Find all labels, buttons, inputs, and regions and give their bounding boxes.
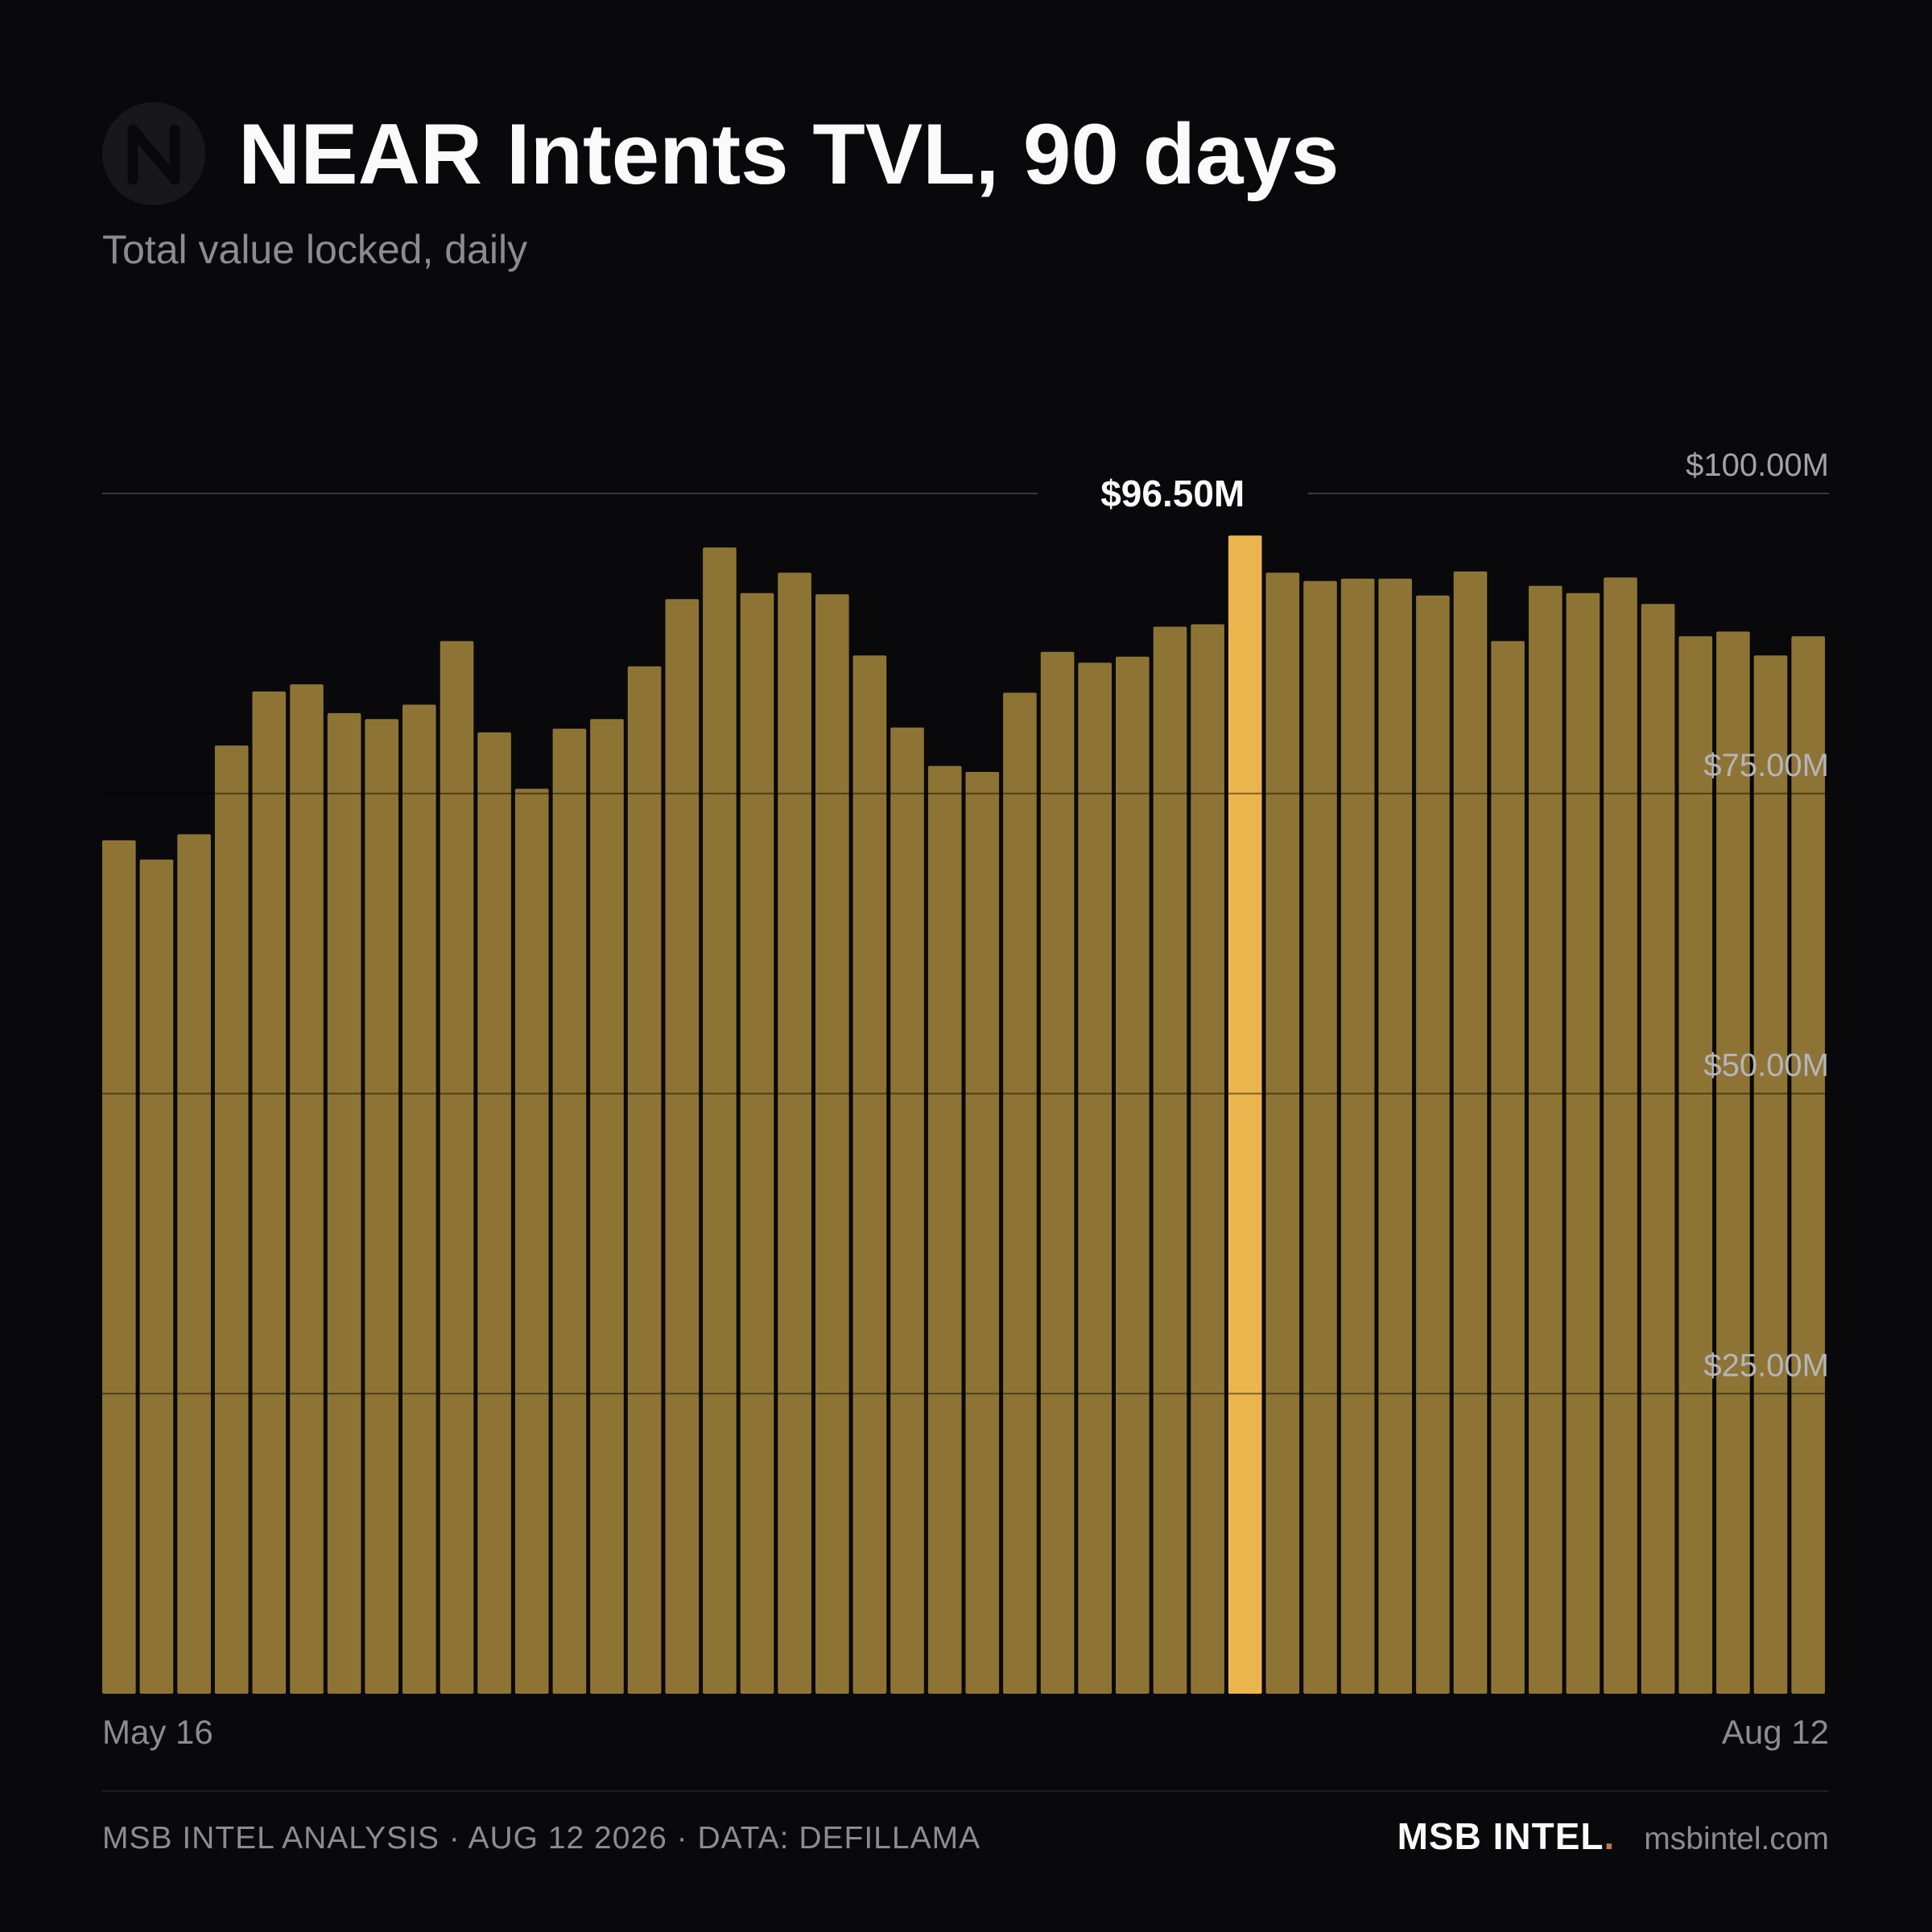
y-tick-label: $75.00M xyxy=(1703,748,1829,783)
bar xyxy=(1191,624,1224,1694)
brand-dot: . xyxy=(1604,1815,1616,1857)
bar xyxy=(402,704,436,1694)
bar xyxy=(139,859,174,1694)
bar xyxy=(590,719,624,1694)
bar xyxy=(778,572,811,1694)
bar xyxy=(1753,655,1788,1694)
brand-name: MSB INTEL xyxy=(1397,1815,1604,1857)
bar xyxy=(740,592,774,1694)
bar-highlight xyxy=(1228,535,1262,1695)
bar xyxy=(1604,577,1637,1694)
bar xyxy=(477,732,511,1695)
bar xyxy=(1791,636,1825,1694)
bar xyxy=(177,834,211,1694)
near-logo-icon xyxy=(102,102,205,205)
y-tick-label: $50.00M xyxy=(1703,1048,1829,1084)
bar xyxy=(965,771,1000,1694)
bar xyxy=(1641,604,1675,1695)
bar xyxy=(290,684,324,1694)
peak-value-label: $96.50M xyxy=(1100,473,1245,514)
x-tick-label-end: Aug 12 xyxy=(1722,1713,1829,1751)
bar xyxy=(1529,585,1563,1694)
footer-divider xyxy=(102,1790,1829,1792)
footer-url[interactable]: msbintel.com xyxy=(1644,1822,1829,1856)
bar xyxy=(1566,592,1600,1694)
bar xyxy=(1153,626,1187,1694)
bar xyxy=(102,840,136,1694)
bar xyxy=(1078,663,1112,1695)
bar xyxy=(1303,580,1337,1694)
bar xyxy=(627,666,662,1695)
bar xyxy=(1378,578,1412,1694)
bar xyxy=(1491,641,1525,1694)
bar xyxy=(815,594,849,1695)
footer-brand-group: MSB INTEL. msbintel.com xyxy=(1397,1814,1829,1858)
bar xyxy=(1116,656,1150,1694)
page-subtitle: Total value locked, daily xyxy=(102,227,528,272)
bar xyxy=(1340,578,1375,1694)
bar xyxy=(890,727,924,1695)
bar xyxy=(365,719,398,1694)
bar-chart: $25.00M $50.00M $75.00M $100.00M $96.50M May … xyxy=(102,448,1829,1751)
bar xyxy=(1003,692,1037,1694)
bar xyxy=(852,655,887,1694)
bar xyxy=(440,641,474,1694)
bar xyxy=(252,691,287,1694)
bar xyxy=(703,547,737,1694)
y-tick-label: $25.00M xyxy=(1703,1348,1829,1383)
bar xyxy=(1265,572,1300,1694)
bar xyxy=(552,729,587,1695)
bar xyxy=(514,788,549,1694)
brand-logo: MSB INTEL. xyxy=(1397,1814,1616,1858)
bar xyxy=(665,599,700,1695)
bar xyxy=(1678,636,1713,1694)
bar xyxy=(1453,571,1488,1694)
x-tick-label-start: May 16 xyxy=(102,1713,213,1751)
bar xyxy=(1040,651,1075,1694)
bar xyxy=(927,766,962,1694)
bar xyxy=(214,745,249,1694)
bar xyxy=(1416,595,1450,1695)
y-tick-label: $100.00M xyxy=(1686,448,1829,483)
bar xyxy=(1716,631,1750,1694)
footer-credit: MSB INTEL ANALYSIS · AUG 12 2026 · DATA:… xyxy=(102,1821,981,1856)
peak-label-background xyxy=(1037,469,1308,518)
page-title: NEAR Intents TVL, 90 days xyxy=(238,105,1340,202)
bar xyxy=(327,712,361,1694)
